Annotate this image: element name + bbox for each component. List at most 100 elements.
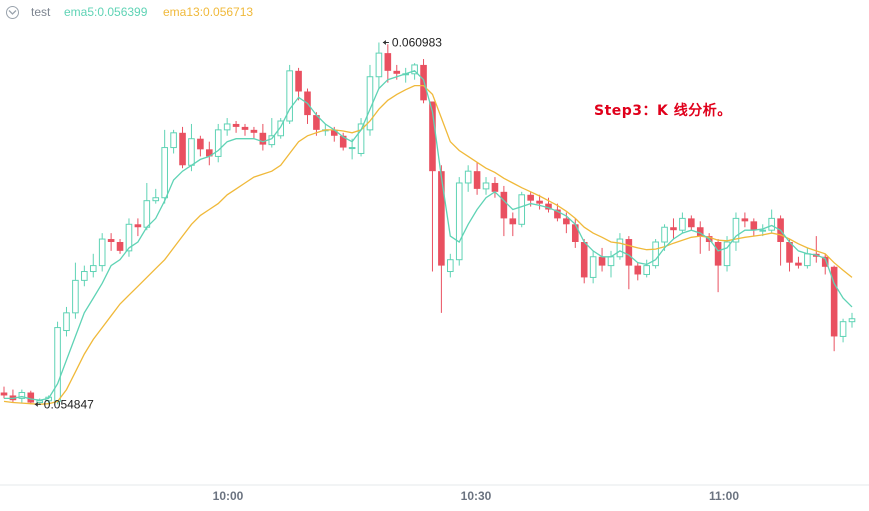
x-tick-label: 10:30 bbox=[461, 489, 492, 503]
candle-body bbox=[607, 256, 615, 267]
candle-body bbox=[116, 242, 124, 251]
low-price-marker: 0.054847 bbox=[44, 397, 94, 411]
candle-body bbox=[411, 64, 418, 75]
candle-body bbox=[188, 138, 195, 166]
candle-body bbox=[54, 327, 61, 402]
candle-body bbox=[804, 253, 811, 267]
candle-body bbox=[509, 218, 517, 225]
step-annotation: Step3：K 线分析。 bbox=[594, 103, 732, 119]
candle-body bbox=[339, 135, 347, 148]
candle-body bbox=[839, 321, 847, 337]
candle-body bbox=[161, 147, 168, 199]
candle-body bbox=[634, 265, 642, 275]
candle-body bbox=[438, 171, 445, 266]
candle-body bbox=[661, 226, 668, 243]
candle-body bbox=[696, 227, 704, 237]
candle-body bbox=[223, 123, 231, 131]
candle-body bbox=[384, 53, 392, 71]
candle-body bbox=[679, 217, 686, 231]
candle-body bbox=[527, 194, 534, 201]
symbol-name: test bbox=[31, 5, 51, 19]
candle-body bbox=[81, 271, 88, 281]
ema5-line bbox=[4, 70, 853, 401]
candle-body bbox=[848, 318, 856, 323]
candle-body bbox=[482, 182, 490, 190]
candle-body bbox=[447, 259, 454, 273]
candle-body bbox=[688, 218, 695, 228]
candle-body bbox=[652, 241, 659, 267]
low-price-marker-arrowhead bbox=[34, 401, 38, 407]
candle-body bbox=[89, 265, 97, 273]
candle-body bbox=[393, 70, 401, 74]
candle-body bbox=[598, 256, 606, 266]
candle-body bbox=[259, 132, 267, 145]
candle-body bbox=[98, 238, 106, 267]
candle-body bbox=[348, 147, 356, 150]
candle-body bbox=[491, 182, 499, 192]
candle-body bbox=[134, 224, 142, 228]
candle-body bbox=[107, 239, 115, 242]
candle-body bbox=[589, 256, 597, 278]
candle-body bbox=[571, 224, 579, 242]
candle-body bbox=[518, 194, 526, 225]
candle-body bbox=[545, 203, 552, 210]
candle-body bbox=[429, 101, 436, 172]
candle-body bbox=[714, 242, 722, 266]
candle-body bbox=[821, 256, 829, 267]
candle-body bbox=[179, 132, 186, 166]
candle-body bbox=[206, 149, 213, 157]
candle-body bbox=[732, 217, 740, 243]
candle-body bbox=[375, 52, 383, 78]
candle-body bbox=[63, 312, 70, 332]
candle-body bbox=[723, 241, 731, 267]
candle-body bbox=[670, 227, 677, 231]
candle-body bbox=[295, 70, 302, 92]
candle-body bbox=[625, 239, 633, 266]
candle-body bbox=[741, 218, 749, 222]
candle-body bbox=[616, 238, 624, 258]
high-price-marker: 0.060983 bbox=[392, 35, 442, 49]
candle-body bbox=[241, 126, 249, 130]
x-tick-label: 10:00 bbox=[213, 489, 244, 503]
candle-body bbox=[330, 129, 338, 136]
candle-body bbox=[232, 123, 240, 127]
candle-body bbox=[563, 218, 570, 225]
candle-body bbox=[18, 392, 26, 399]
chevron-down-icon[interactable] bbox=[6, 6, 19, 19]
candle-body bbox=[768, 217, 775, 231]
candle-body bbox=[759, 229, 767, 232]
candle-body bbox=[830, 266, 838, 337]
candle-body bbox=[286, 70, 293, 122]
candle-body bbox=[125, 223, 133, 252]
candle-body bbox=[795, 262, 802, 266]
candle-body bbox=[72, 279, 79, 314]
candle-body bbox=[214, 129, 222, 157]
candle-body bbox=[580, 242, 588, 278]
candle-body bbox=[197, 138, 204, 150]
candle-body bbox=[143, 200, 151, 228]
candle-body bbox=[455, 182, 463, 261]
ema13-line bbox=[3, 84, 853, 405]
x-tick-label: 11:00 bbox=[709, 489, 739, 503]
candle-body bbox=[786, 242, 793, 263]
candle-body bbox=[420, 64, 427, 101]
ema13-value: ema13:0.056713 bbox=[163, 5, 254, 19]
candle-body bbox=[464, 170, 472, 184]
ema5-value: ema5:0.056399 bbox=[64, 5, 148, 19]
candle-body bbox=[357, 123, 365, 154]
candle-body bbox=[250, 129, 258, 133]
candle-body bbox=[473, 171, 481, 189]
candle-body bbox=[750, 221, 758, 231]
candle-body bbox=[536, 200, 543, 204]
candle-body bbox=[643, 265, 650, 275]
legend-bar: test ema5:0.056399 ema13:0.056713 bbox=[0, 0, 600, 26]
candle-body bbox=[0, 392, 8, 396]
candle-body bbox=[554, 209, 561, 219]
candle-body bbox=[313, 115, 320, 130]
high-price-marker-arrowhead bbox=[382, 39, 386, 45]
candle-body bbox=[27, 392, 35, 403]
candle-body bbox=[170, 132, 177, 149]
candle-body bbox=[277, 120, 285, 137]
candle-body bbox=[152, 197, 160, 202]
